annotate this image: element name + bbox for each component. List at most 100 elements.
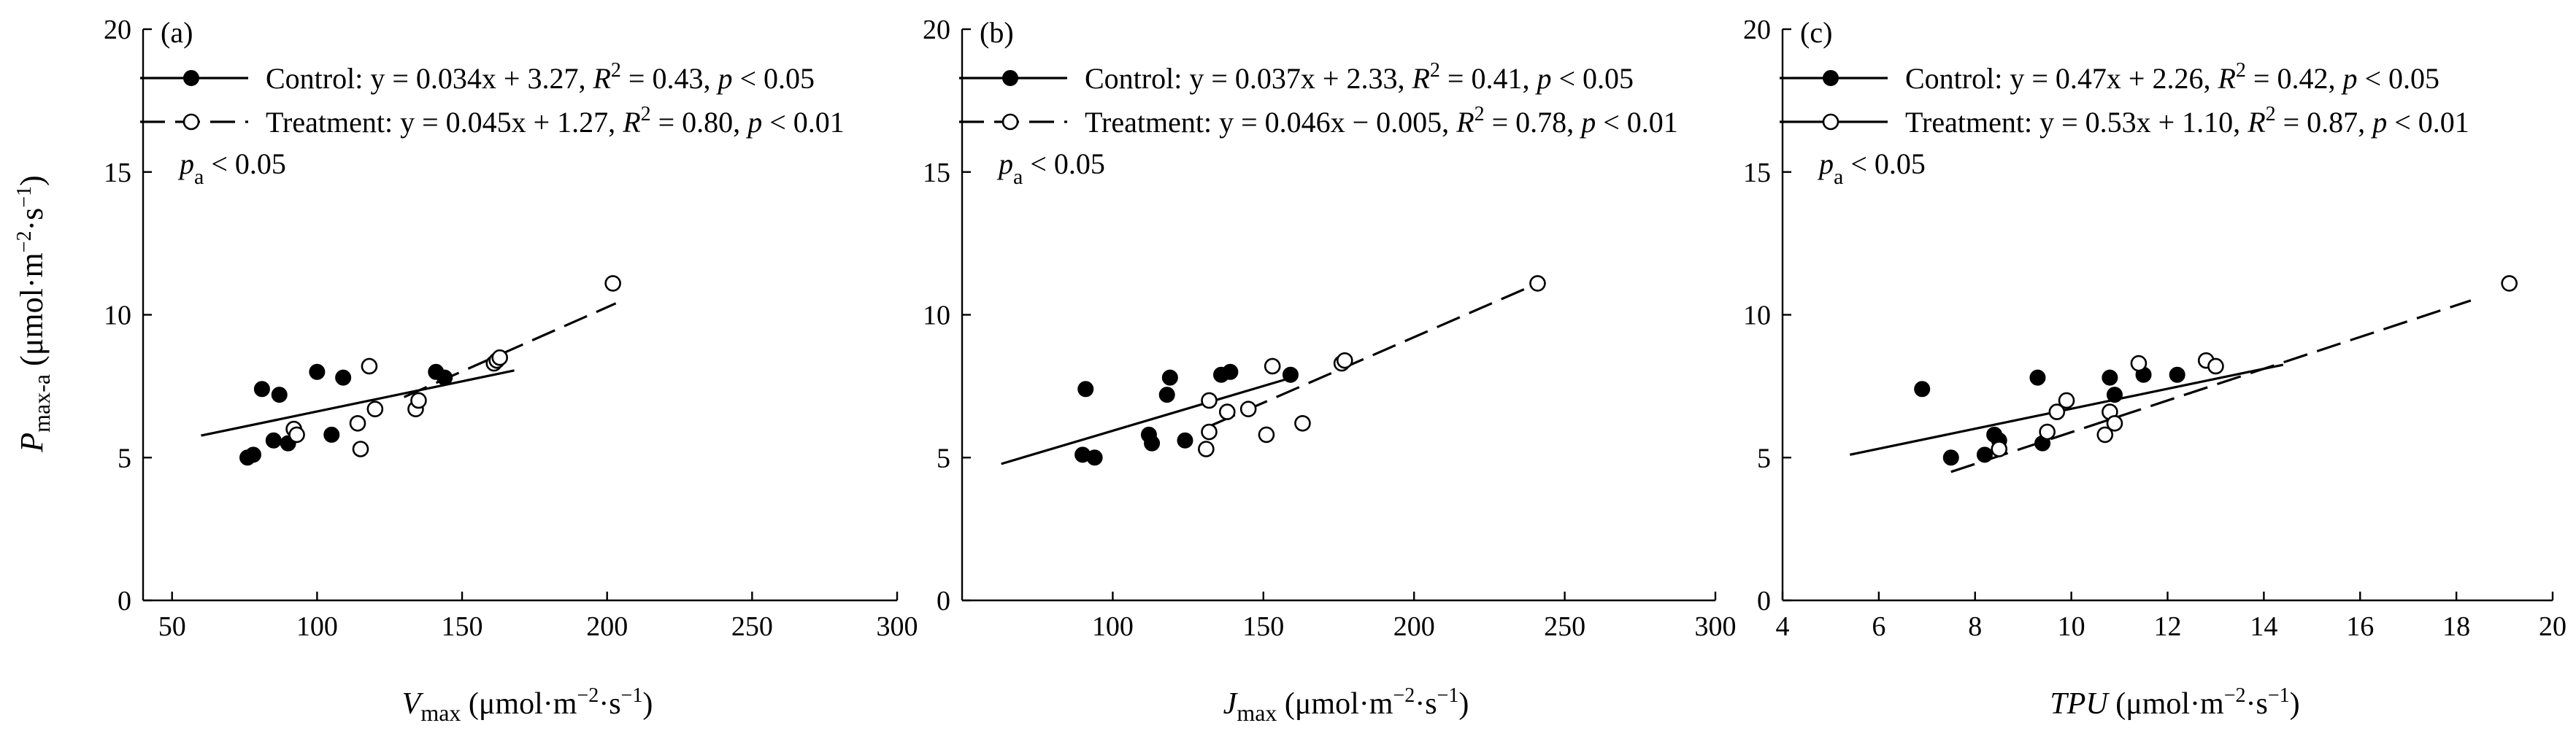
data-point-treatment: [491, 349, 508, 366]
p-value: < 0.01: [2387, 106, 2469, 139]
data-point-control: [245, 446, 261, 463]
pa-symbol: p: [996, 147, 1013, 180]
p-symbol: p: [745, 106, 762, 139]
equation-prefix: Treatment: y = 0.53x + 1.10,: [1905, 106, 2248, 139]
p-value: < 0.05: [1551, 62, 1634, 95]
r2-value: = 0.78,: [1485, 106, 1582, 139]
x-tick-label: 300: [1695, 611, 1737, 642]
data-point-treatment: [1264, 357, 1281, 375]
fit-line-control: [1849, 363, 2284, 456]
data-point-treatment: [1991, 441, 2008, 457]
x-tick-label: 250: [731, 611, 773, 642]
data-point-treatment: [2048, 403, 2066, 420]
x-axis-label-mid: ·s: [2246, 687, 2268, 721]
panel-label: (b): [980, 16, 1014, 49]
data-point-control: [309, 363, 326, 380]
data-point-treatment: [1201, 392, 1218, 409]
y-axis-title: Pmax-a (μmol·m−2·s−1): [13, 175, 55, 452]
x-axis-label-close: ): [2290, 687, 2300, 721]
x-axis-label-units: (μmol·m: [461, 687, 577, 721]
y-tick-label: 0: [937, 586, 950, 616]
data-point-treatment: [1529, 275, 1546, 292]
x-axis-label-main: TPU: [2050, 687, 2110, 721]
data-point-treatment: [2501, 275, 2518, 292]
r2-superscript: 2: [1475, 103, 1485, 125]
r2-superscript: 2: [1430, 59, 1440, 82]
data-point-treatment: [349, 414, 366, 432]
data-point-control: [2169, 366, 2185, 383]
legend-marker-control: [1823, 70, 1839, 86]
data-point-treatment: [361, 357, 378, 375]
data-point-treatment: [1218, 403, 1236, 420]
data-point-treatment: [1336, 352, 1353, 369]
x-tick-label: 8: [1968, 611, 1982, 642]
data-point-control: [323, 426, 340, 443]
data-point-control: [271, 387, 288, 403]
data-point-control: [1077, 381, 1094, 398]
x-axis-label-sub: max: [1237, 700, 1277, 726]
x-axis-label-exp2: −1: [621, 684, 643, 707]
y-tick-label: 5: [1757, 443, 1771, 473]
r2-symbol: R: [1411, 62, 1429, 95]
x-tick-label: 10: [2058, 611, 2085, 642]
fit-line-control: [1001, 376, 1294, 465]
x-tick-label: 6: [1872, 611, 1885, 642]
p-value: < 0.05: [2357, 62, 2439, 95]
y-tick-label: 10: [104, 301, 131, 331]
p-symbol: p: [2340, 62, 2357, 95]
y-tick-label: 5: [118, 443, 131, 473]
chart-panel-1: 0 5 10 15 20 50 100 150 200 250 300 Vmax (μmol·m−2·…: [104, 15, 918, 726]
data-point-treatment: [2130, 355, 2148, 372]
data-point-treatment: [1294, 414, 1311, 432]
data-point-control: [1144, 435, 1161, 452]
x-axis-label-exp1: −2: [1393, 684, 1415, 707]
legend-marker-control: [1002, 70, 1018, 86]
x-tick-label: 50: [158, 611, 186, 642]
data-point-treatment: [1239, 401, 1257, 417]
equation-prefix: Treatment: y = 0.045x + 1.27,: [266, 106, 623, 139]
pa-symbol: p: [1817, 147, 1834, 180]
y-axis-label-units: (μmol·m: [14, 252, 50, 374]
p-symbol: p: [2370, 106, 2387, 139]
legend-equation-treatment: Treatment: y = 0.045x + 1.27, R2 = 0.80,…: [266, 103, 845, 139]
y-tick-label: 20: [923, 15, 950, 45]
data-point-control: [1942, 449, 1959, 466]
legend-marker-control: [183, 70, 199, 86]
data-point-treatment: [1258, 426, 1275, 444]
r2-value: = 0.41,: [1440, 62, 1537, 95]
y-tick-label: 10: [923, 301, 950, 331]
y-axis-label-sub: max-a: [28, 374, 55, 433]
pa-subscript: a: [194, 165, 204, 189]
x-axis-label-mid: ·s: [1415, 687, 1437, 721]
equation-prefix: Control: y = 0.47x + 2.26,: [1905, 62, 2218, 95]
fit-line-treatment: [1950, 299, 2472, 473]
data-point-control: [1177, 432, 1193, 449]
legend-equation-control: Control: y = 0.037x + 2.33, R2 = 0.41, p…: [1085, 59, 1634, 95]
legend-marker-treatment: [1822, 113, 1839, 131]
equation-prefix: Control: y = 0.037x + 2.33,: [1085, 62, 1412, 95]
p-symbol: p: [715, 62, 732, 95]
data-point-control: [1161, 369, 1178, 386]
x-axis-label-units: (μmol·m: [2108, 687, 2224, 721]
x-tick-label: 200: [586, 611, 628, 642]
x-axis-label-units: (μmol·m: [1277, 687, 1393, 721]
data-point-control: [1914, 381, 1931, 398]
pa-subscript: a: [1834, 165, 1843, 189]
pa-value: < 0.05: [1023, 147, 1105, 180]
x-axis-label-exp2: −1: [1437, 684, 1459, 707]
x-tick-label: 14: [2250, 611, 2277, 642]
p-value: < 0.05: [732, 62, 815, 95]
y-tick-label: 20: [104, 15, 131, 45]
r2-superscript: 2: [2266, 103, 2276, 125]
y-axis-label-close: ): [14, 175, 50, 186]
data-point-treatment: [352, 441, 369, 457]
y-tick-label: 15: [104, 158, 131, 188]
x-tick-label: 20: [2539, 611, 2567, 642]
r2-superscript: 2: [611, 59, 621, 82]
p-symbol: p: [1534, 62, 1551, 95]
x-axis-label-sub: max: [420, 700, 461, 726]
x-axis-label-close: ): [642, 687, 653, 721]
panel-label: (a): [161, 16, 193, 49]
r2-symbol: R: [1456, 106, 1474, 139]
